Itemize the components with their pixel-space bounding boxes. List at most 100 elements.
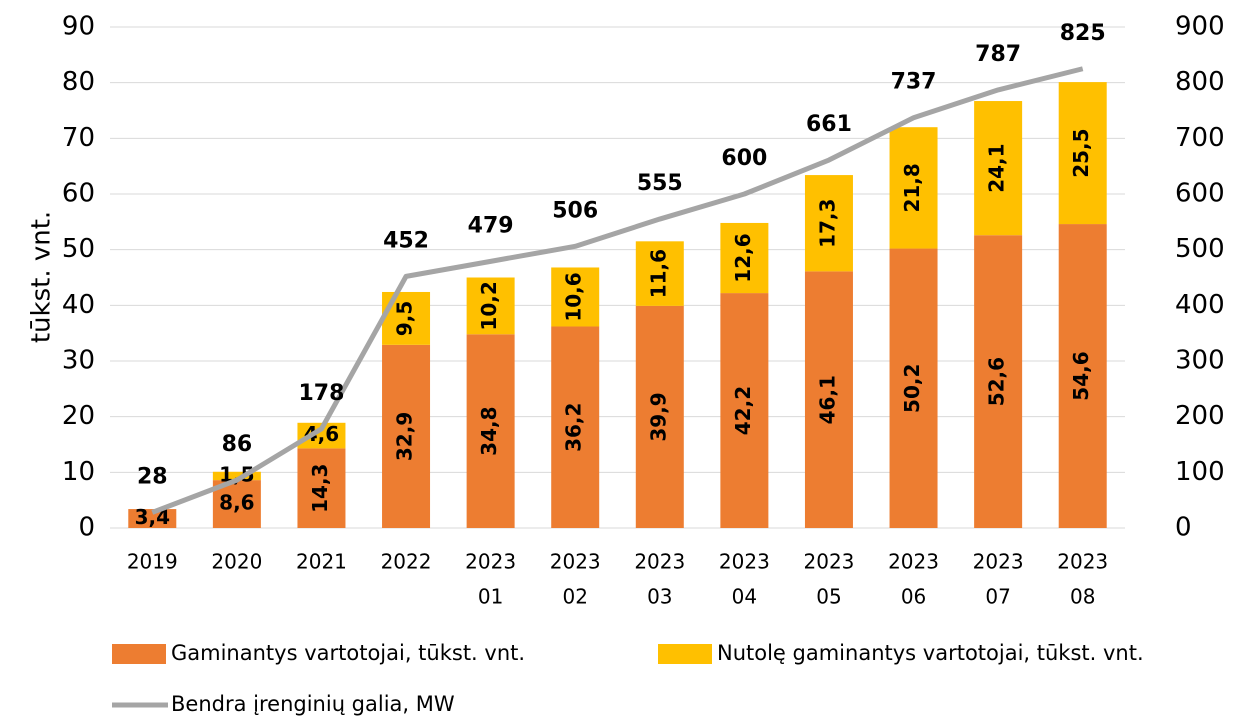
value-label: 506: [552, 198, 598, 223]
bar: [635, 241, 684, 306]
value-label: 42,2: [731, 386, 755, 435]
bar: [804, 175, 853, 272]
value-label: 34,8: [477, 406, 501, 455]
value-label: 28: [137, 464, 168, 489]
value-label: 825: [1060, 21, 1106, 46]
x-tick-label: 2023: [804, 550, 855, 574]
x-tick-label: 2023: [973, 550, 1024, 574]
x-tick-label: 05: [816, 585, 841, 609]
y-tick-label: 10: [62, 457, 95, 487]
value-label: 12,6: [731, 233, 755, 282]
bar: [466, 334, 515, 528]
x-tick-label: 2023: [719, 550, 770, 574]
x-tick-label: 2023: [550, 550, 601, 574]
bar: [297, 448, 346, 528]
bar: [804, 271, 853, 528]
bar: [551, 267, 600, 327]
x-tick-label: 01: [478, 585, 503, 609]
value-label: 10,6: [562, 272, 586, 321]
y-tick-label: 60: [62, 179, 95, 209]
value-label: 52,6: [985, 357, 1009, 406]
value-label: 50,2: [900, 364, 924, 413]
y-tick-label: 30: [62, 346, 95, 376]
y2-tick-label: 300: [1175, 346, 1225, 376]
bar: [720, 293, 769, 528]
legend-swatch: [112, 644, 166, 664]
bar: [635, 305, 684, 528]
y2-tick-label: 400: [1175, 290, 1225, 320]
value-label: 36,2: [562, 403, 586, 452]
x-tick-label: 2019: [127, 550, 178, 574]
bar: [1058, 224, 1107, 528]
bar: [212, 471, 261, 481]
y-tick-label: 90: [62, 12, 95, 42]
value-label: 86: [222, 432, 253, 457]
bar: [720, 222, 769, 294]
bar: [974, 101, 1023, 236]
legend-label: Nutolę gaminantys vartotojai, tūkst. vnt…: [717, 641, 1144, 665]
legend-label: Bendra įrenginių galia, MW: [171, 692, 455, 716]
value-label: 10,2: [477, 281, 501, 330]
value-label: 32,9: [393, 412, 417, 461]
value-label: 178: [298, 381, 344, 406]
bar: [889, 248, 938, 528]
value-label: 737: [891, 70, 937, 95]
y2-tick-label: 500: [1175, 234, 1225, 264]
x-tick-label: 02: [562, 585, 587, 609]
legend-label: Gaminantys vartotojai, tūkst. vnt.: [171, 641, 525, 665]
value-label: 11,6: [646, 249, 670, 298]
value-label: 600: [721, 146, 767, 171]
y-tick-label: 0: [78, 513, 95, 543]
x-tick-label: 08: [1070, 585, 1095, 609]
x-tick-label: 2021: [296, 550, 347, 574]
y2-tick-label: 900: [1175, 12, 1225, 42]
value-label: 8,6: [219, 491, 254, 515]
x-tick-label: 2023: [888, 550, 939, 574]
y-tick-label: 40: [62, 290, 95, 320]
bar: [551, 326, 600, 528]
value-label: 14,3: [308, 464, 332, 513]
y2-tick-label: 100: [1175, 457, 1225, 487]
value-label: 9,5: [393, 301, 417, 336]
line: [151, 66, 1084, 515]
value-label: 46,1: [815, 375, 839, 424]
bar: [974, 235, 1023, 528]
x-tick-label: 07: [985, 585, 1010, 609]
y2-tick-label: 200: [1175, 401, 1225, 431]
bar: [889, 127, 938, 249]
bar: [382, 344, 431, 528]
x-tick-label: 06: [901, 585, 926, 609]
value-label: 787: [975, 42, 1021, 67]
y-axis-label: tūkst. vnt.: [27, 211, 57, 343]
value-label: 17,3: [815, 199, 839, 248]
bar: [1058, 82, 1107, 225]
value-label: 25,5: [1069, 128, 1093, 177]
y2-tick-label: 800: [1175, 67, 1225, 97]
x-tick-label: 04: [732, 585, 757, 609]
x-tick-label: 03: [647, 585, 672, 609]
y2-tick-label: 600: [1175, 179, 1225, 209]
value-label: 555: [637, 171, 683, 196]
bar: [128, 509, 177, 528]
x-tick-label: 2022: [381, 550, 432, 574]
value-label: 54,6: [1069, 351, 1093, 400]
value-label: 39,9: [646, 392, 670, 441]
y-tick-label: 20: [62, 401, 95, 431]
x-tick-label: 2020: [211, 550, 262, 574]
y2-tick-label: 0: [1175, 513, 1192, 543]
y-tick-label: 80: [62, 67, 95, 97]
bar: [466, 277, 515, 335]
value-label: 661: [806, 112, 852, 137]
y2-tick-label: 700: [1175, 123, 1225, 153]
x-tick-label: 2023: [1057, 550, 1108, 574]
y-tick-label: 50: [62, 234, 95, 264]
value-label: 452: [383, 228, 429, 253]
x-tick-label: 2023: [634, 550, 685, 574]
value-label: 24,1: [985, 143, 1009, 192]
legend-swatch: [658, 644, 712, 664]
value-label: 21,8: [900, 163, 924, 212]
value-label: 479: [468, 213, 514, 238]
y-tick-label: 70: [62, 123, 95, 153]
x-tick-label: 2023: [465, 550, 516, 574]
